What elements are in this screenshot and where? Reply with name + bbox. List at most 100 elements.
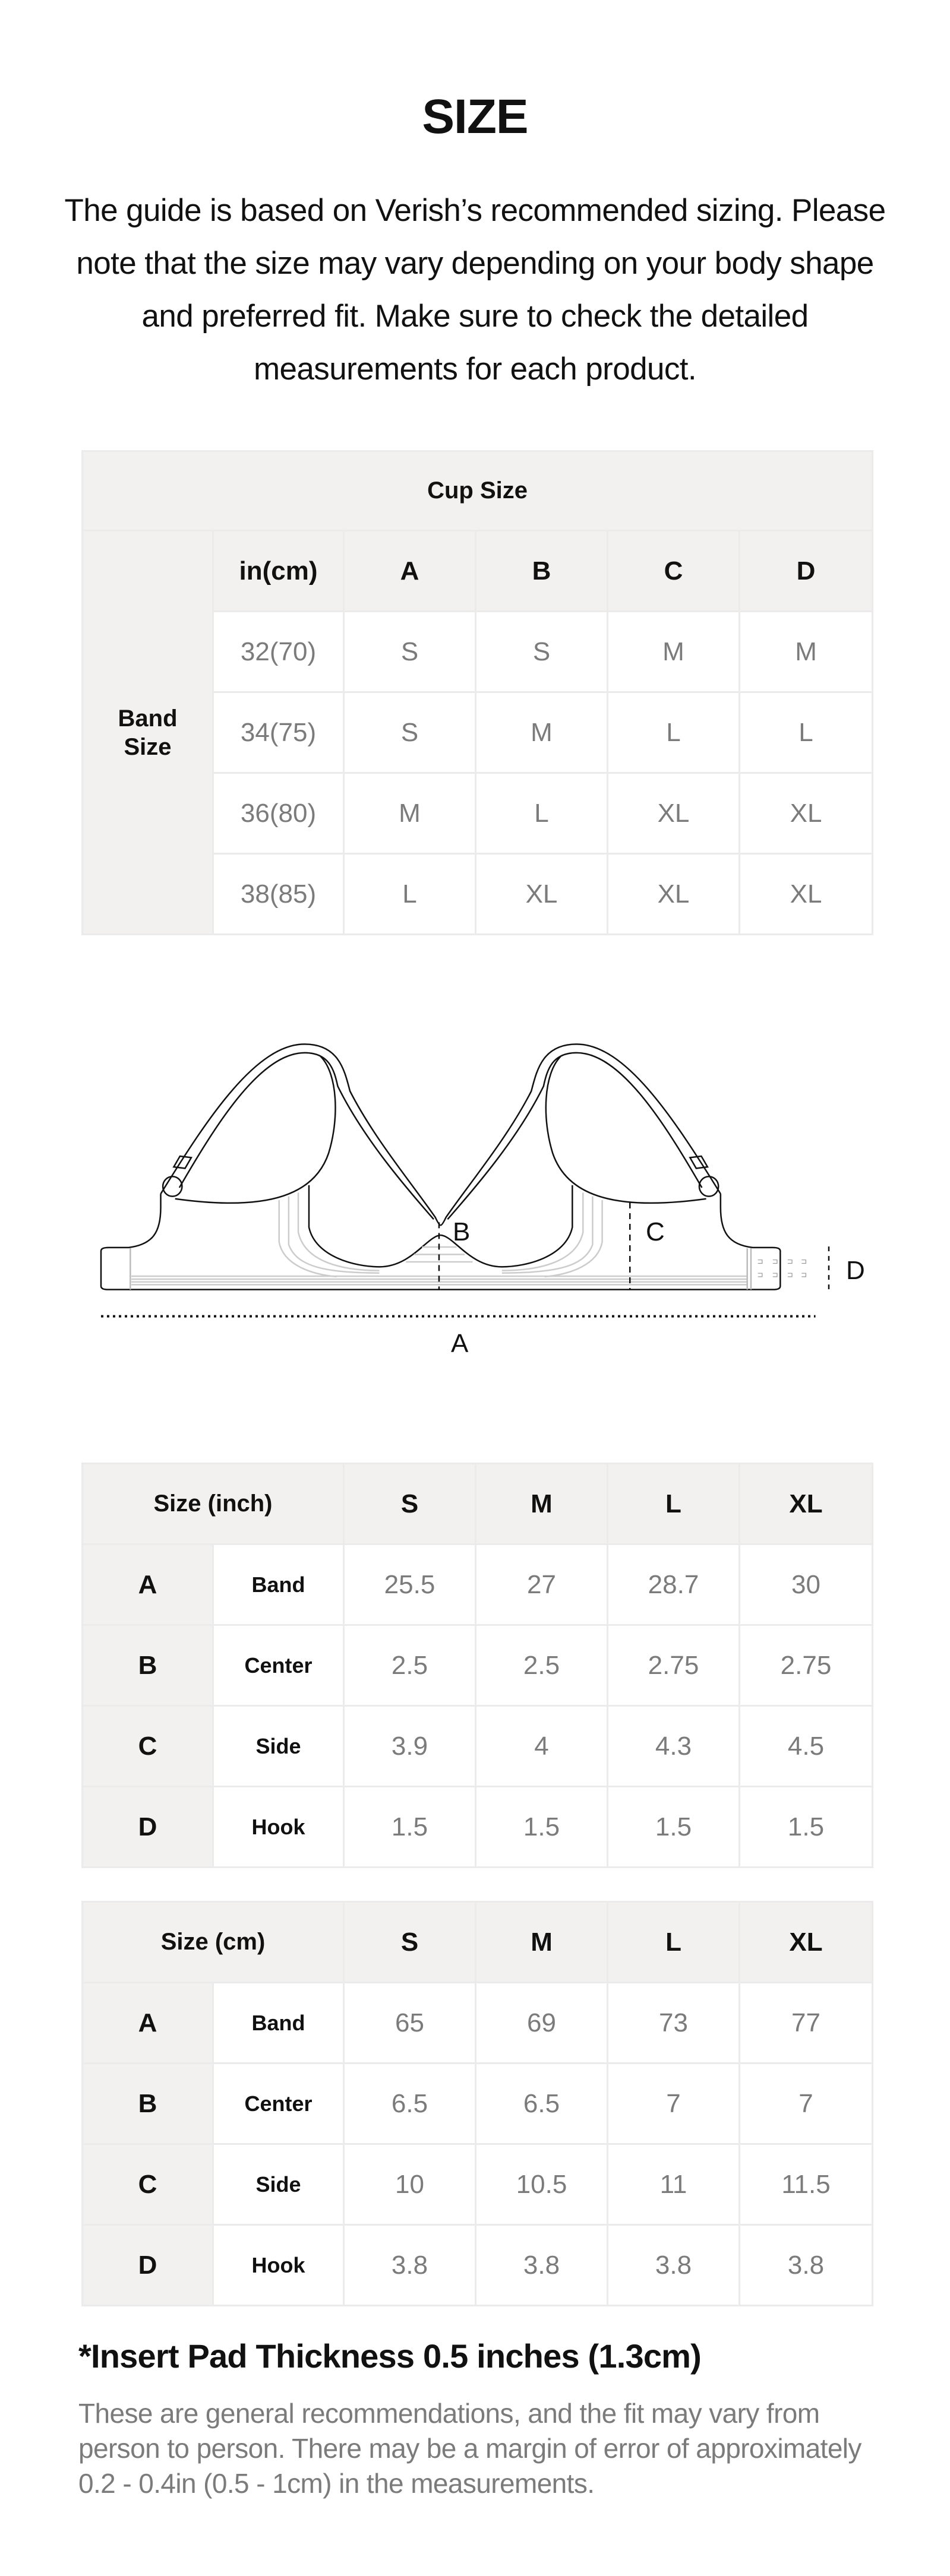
value-cell: 27 <box>475 1543 608 1626</box>
size-header: XL <box>738 1463 873 1545</box>
size-header: L <box>607 1463 740 1545</box>
size-header: M <box>475 1901 609 1983</box>
cup-header: A <box>343 530 476 612</box>
size-cell: M <box>607 610 740 693</box>
band-size-header: Band Size <box>81 530 214 935</box>
table-row: B Center 2.5 2.5 2.75 2.75 <box>81 1624 873 1707</box>
value-cell: 4.3 <box>607 1705 740 1787</box>
cup-size-header: Cup Size <box>81 450 874 531</box>
label-a: A <box>451 1329 469 1358</box>
size-cell: XL <box>738 853 874 935</box>
table-row: B Center 6.5 6.5 7 7 <box>81 2062 874 2145</box>
table-row: A Band 25.5 27 28.7 30 <box>81 1543 873 1626</box>
row-name: Center <box>212 1624 345 1707</box>
size-cell: M <box>343 772 476 855</box>
cm-measurement-table: Size (cm) S M L XL A Band 65 69 73 77 B … <box>81 1901 874 2306</box>
fit-disclaimer: These are general recommendations, and t… <box>78 2398 861 2499</box>
table-row: 38(85) L XL XL XL <box>83 853 874 935</box>
value-cell: 2.5 <box>475 1624 608 1707</box>
size-header: S <box>343 1901 477 1983</box>
value-cell: 1.5 <box>343 1786 476 1868</box>
table-row: D Hook 3.8 3.8 3.8 3.8 <box>81 2224 874 2306</box>
value-cell: 3.8 <box>475 2224 609 2306</box>
value-cell: 7 <box>607 2062 741 2145</box>
value-cell: 3.9 <box>343 1705 476 1787</box>
value-cell: 1.5 <box>607 1786 740 1868</box>
value-cell: 30 <box>738 1543 873 1626</box>
row-key: C <box>81 2143 214 2226</box>
table-row: C Side 3.9 4 4.3 4.5 <box>81 1705 873 1787</box>
table-row: 32(70) S S M M <box>83 610 874 693</box>
inch-table-title: Size (inch) <box>81 1463 345 1545</box>
value-cell: 3.8 <box>738 2224 874 2306</box>
cup-header: D <box>738 530 874 612</box>
band-value: 36(80) <box>212 772 345 855</box>
row-name: Band <box>212 1982 345 2064</box>
size-header: M <box>475 1463 608 1545</box>
row-name: Side <box>212 1705 345 1787</box>
band-value: 34(75) <box>212 691 345 774</box>
table-row: 36(80) M L XL XL <box>83 772 874 855</box>
value-cell: 11.5 <box>738 2143 874 2226</box>
value-cell: 7 <box>738 2062 874 2145</box>
size-cell: S <box>343 691 476 774</box>
value-cell: 11 <box>607 2143 741 2226</box>
size-header: L <box>607 1901 741 1983</box>
size-cell: XL <box>607 772 740 855</box>
band-value: 32(70) <box>212 610 345 693</box>
band-value: 38(85) <box>212 853 345 935</box>
size-cell: XL <box>475 853 608 935</box>
label-d: D <box>846 1256 865 1285</box>
row-key: D <box>81 1786 214 1868</box>
size-cell: XL <box>738 772 874 855</box>
table-row: C Side 10 10.5 11 11.5 <box>81 2143 874 2226</box>
size-header: S <box>343 1463 476 1545</box>
table-row: 34(75) S M L L <box>83 691 874 774</box>
value-cell: 10 <box>343 2143 477 2226</box>
row-name: Hook <box>212 1786 345 1868</box>
size-header: XL <box>738 1901 874 1983</box>
cup-header: C <box>607 530 740 612</box>
cup-header: B <box>475 530 608 612</box>
row-key: B <box>81 2062 214 2145</box>
row-name: Side <box>212 2143 345 2226</box>
cm-table-title: Size (cm) <box>81 1901 345 1983</box>
size-cell: M <box>738 610 874 693</box>
value-cell: 77 <box>738 1982 874 2064</box>
row-name: Center <box>212 2062 345 2145</box>
row-name: Band <box>212 1543 345 1626</box>
table-row: D Hook 1.5 1.5 1.5 1.5 <box>81 1786 873 1868</box>
bra-measurement-diagram: B C D A <box>59 1009 891 1395</box>
page-title: SIZE <box>422 90 528 144</box>
inch-measurement-table: Size (inch) S M L XL A Band 25.5 27 28.7… <box>81 1463 873 1868</box>
label-c: C <box>646 1217 665 1246</box>
value-cell: 69 <box>475 1982 609 2064</box>
row-key: A <box>81 1543 214 1626</box>
value-cell: 4.5 <box>738 1705 873 1787</box>
value-cell: 73 <box>607 1982 741 2064</box>
size-cell: L <box>475 772 608 855</box>
unit-header: in(cm) <box>212 530 345 612</box>
size-cell: S <box>343 610 476 693</box>
label-b: B <box>453 1217 471 1246</box>
value-cell: 1.5 <box>738 1786 873 1868</box>
value-cell: 3.8 <box>343 2224 477 2306</box>
size-cell: L <box>607 691 740 774</box>
row-name: Hook <box>212 2224 345 2306</box>
bra-illustration <box>59 1043 891 1395</box>
intro-text: The guide is based on Verish’s recommend… <box>64 193 886 387</box>
pad-thickness-note: *Insert Pad Thickness 0.5 inches (1.3cm) <box>78 2337 702 2375</box>
value-cell: 4 <box>475 1705 608 1787</box>
value-cell: 10.5 <box>475 2143 609 2226</box>
row-key: C <box>81 1705 214 1787</box>
table-row: A Band 65 69 73 77 <box>81 1982 874 2064</box>
row-key: A <box>81 1982 214 2064</box>
value-cell: 6.5 <box>343 2062 477 2145</box>
value-cell: 25.5 <box>343 1543 476 1626</box>
value-cell: 2.75 <box>607 1624 740 1707</box>
value-cell: 2.5 <box>343 1624 476 1707</box>
size-cell: XL <box>607 853 740 935</box>
size-cell: S <box>475 610 608 693</box>
size-cell: M <box>475 691 608 774</box>
value-cell: 28.7 <box>607 1543 740 1626</box>
